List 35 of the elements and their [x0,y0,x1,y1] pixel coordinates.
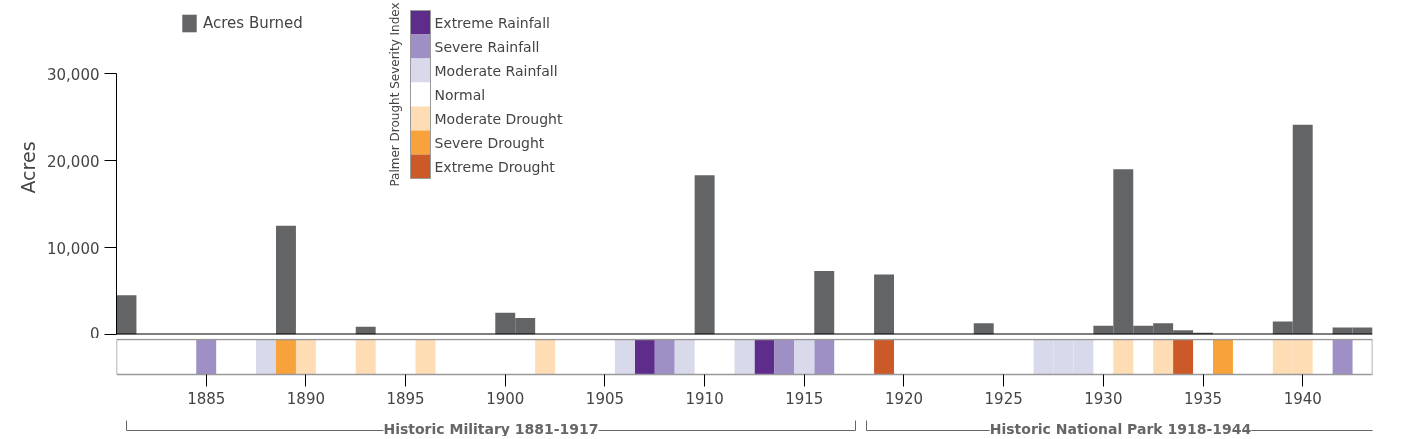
x-tick-label: 1940 [1283,389,1322,408]
text: Historic Military 1881-1917 [383,420,599,437]
y-tick-label: 30,000 [47,65,100,84]
bar [694,175,715,335]
x-tick-label: 1920 [884,389,924,408]
x-tick-label: 1910 [685,389,724,408]
legend-label: Moderate Drought [434,110,563,127]
x-tick-label: 1885 [187,389,226,408]
y-tick-label: 10,000 [47,239,100,258]
legend-title: Palmer Drought Severity Index [387,2,402,187]
bar [973,323,994,335]
y-tick-label: 20,000 [47,152,100,171]
bar [116,295,137,335]
bar [814,270,835,335]
text: Historic National Park 1918-1944 [989,420,1252,437]
y-axis-title: Acres [17,141,40,194]
bar [355,326,376,335]
x-tick-label: 1925 [984,389,1023,408]
bar [874,274,895,335]
legend-label: Moderate Rainfall [434,62,558,79]
legend-label: Extreme Rainfall [434,14,550,31]
legend-label: Normal [434,86,486,103]
x-tick-label: 1930 [1084,389,1123,408]
bar [275,225,296,335]
x-tick-label: 1890 [286,389,325,408]
legend-label: Extreme Drought [434,158,556,175]
x-tick-label: 1915 [785,389,824,408]
legend-label: Severe Drought [434,134,545,151]
x-tick-label: 1905 [585,389,625,408]
x-tick-label: 1935 [1183,389,1223,408]
x-tick-label: 1900 [486,389,525,408]
legend-label: Acres Burned [203,14,303,32]
x-tick-label: 1895 [386,389,425,408]
y-tick-label: 0 [89,324,100,343]
legend-label: Severe Rainfall [434,38,540,55]
